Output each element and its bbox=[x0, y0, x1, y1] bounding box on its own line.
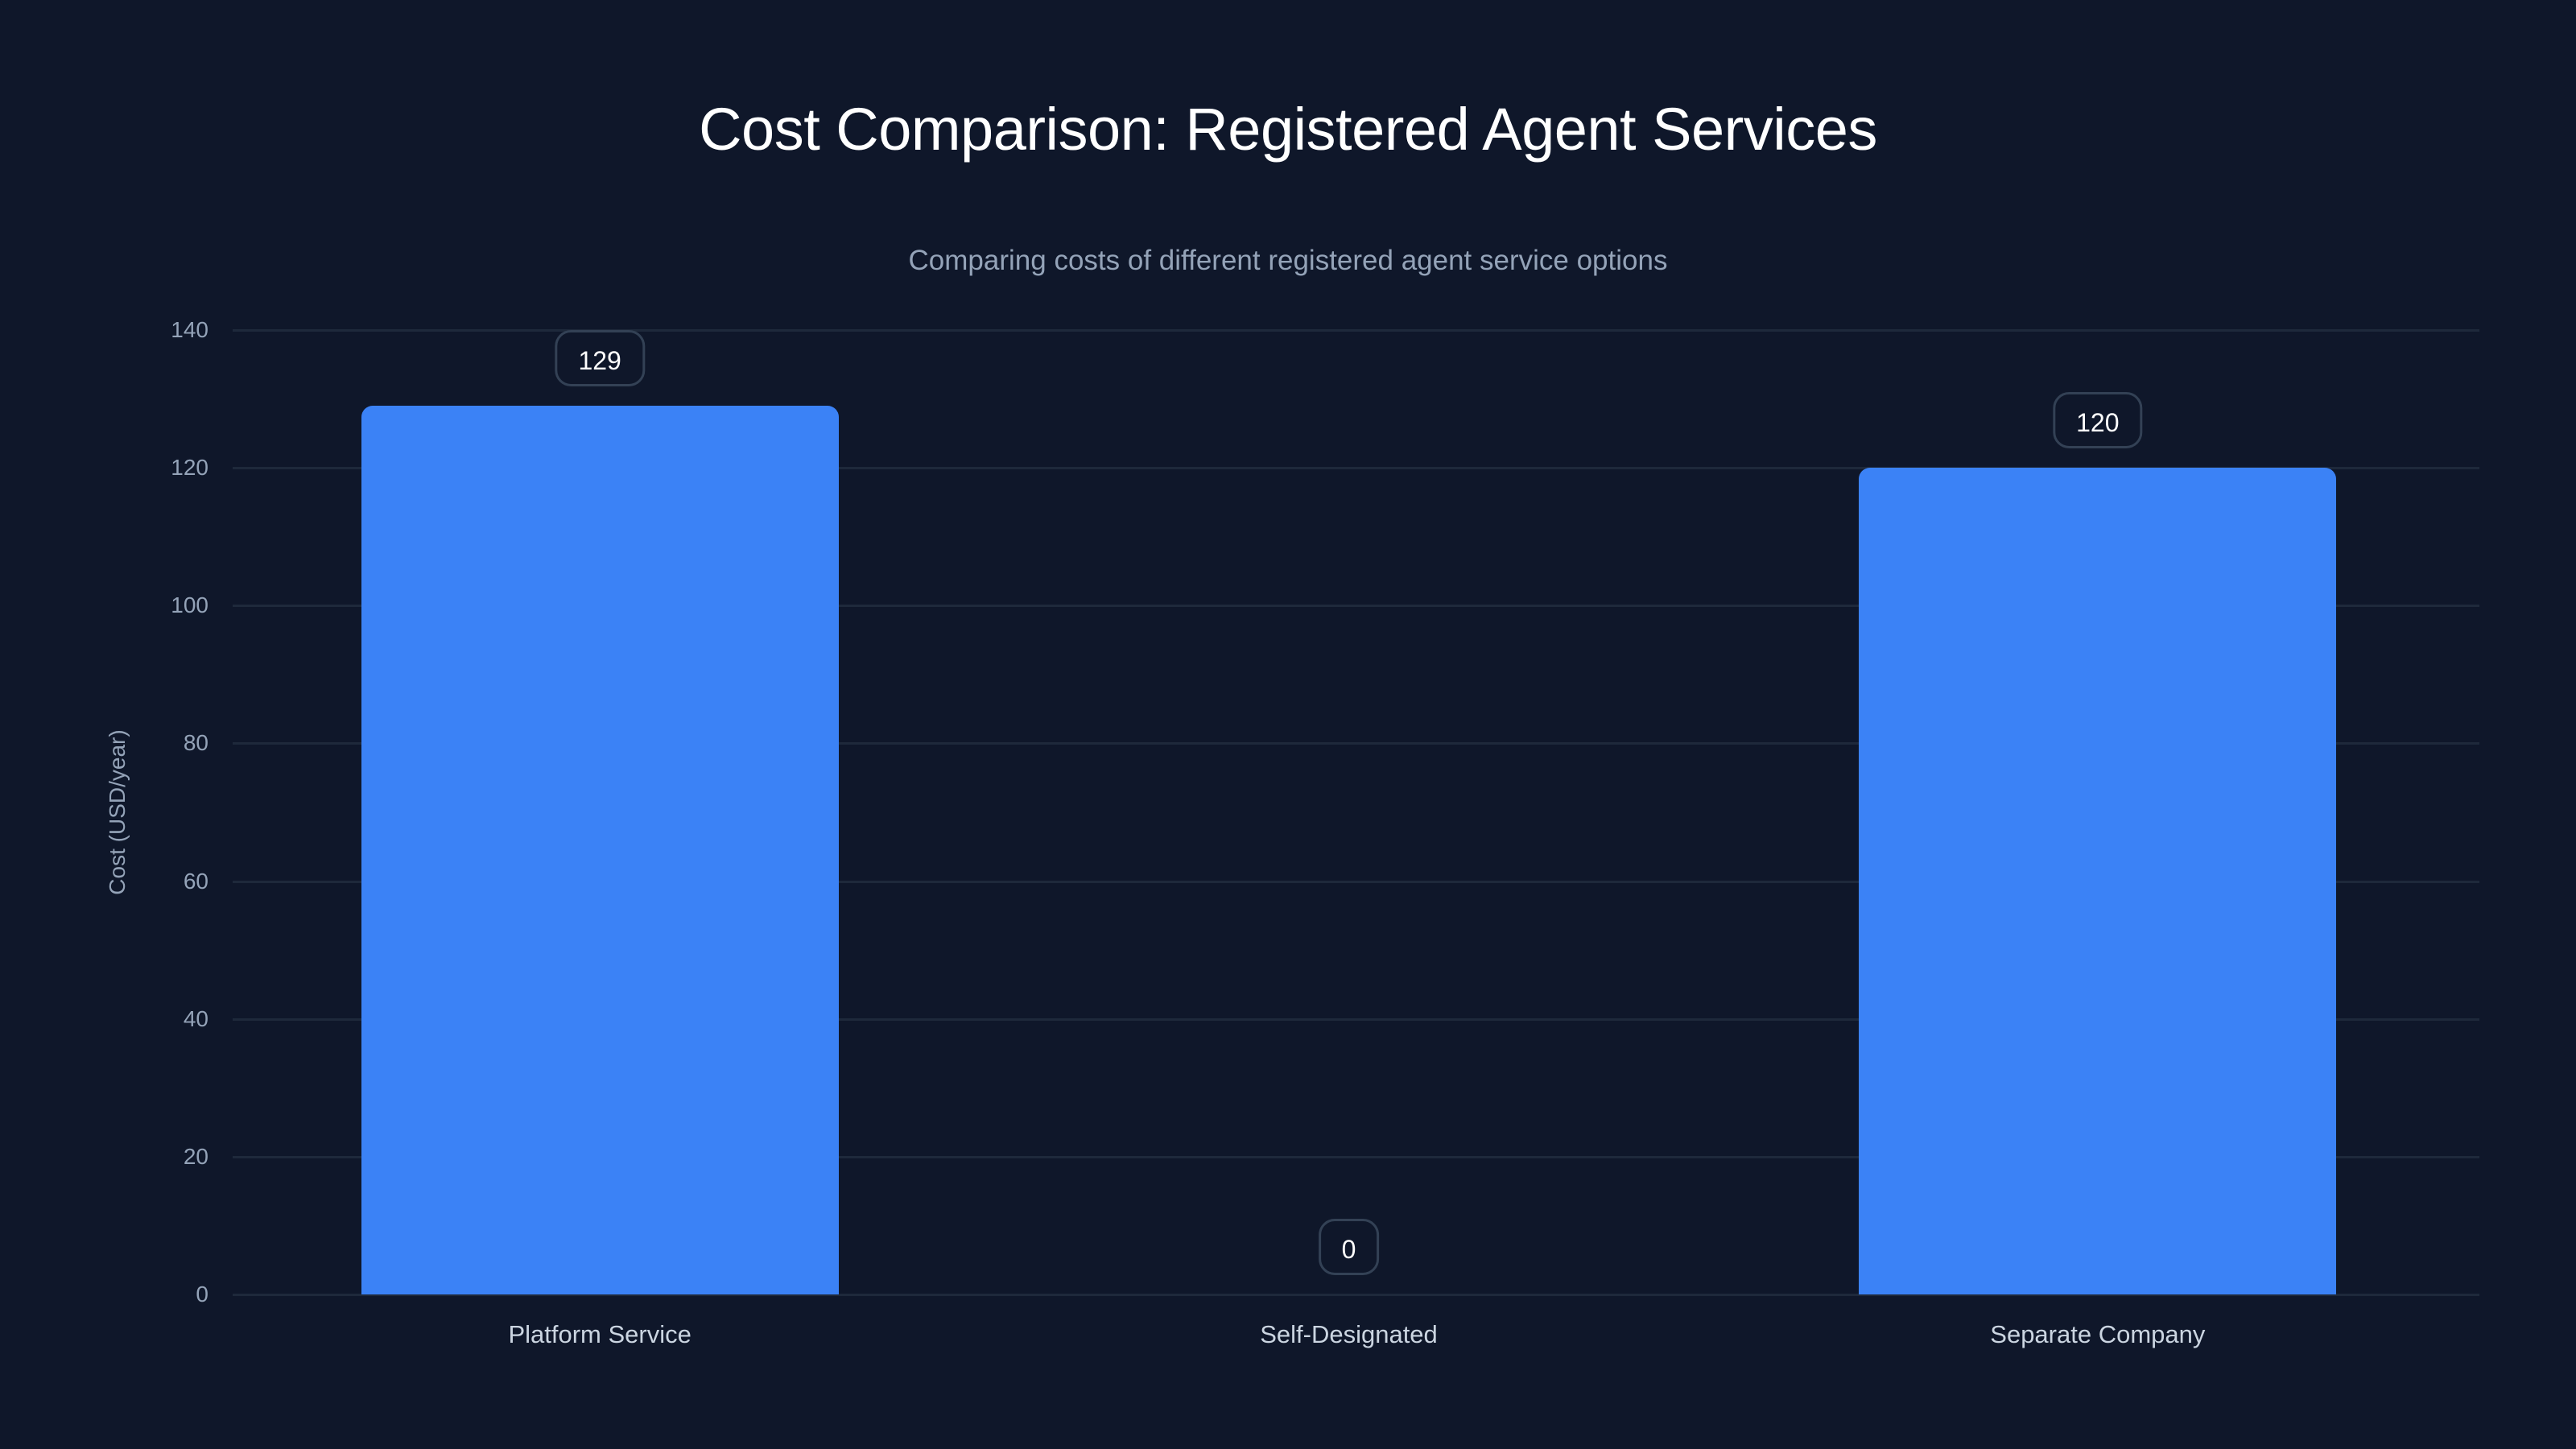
y-tick-label: 60 bbox=[183, 868, 208, 894]
plot-area bbox=[233, 329, 2479, 1296]
y-tick-label: 20 bbox=[183, 1143, 208, 1169]
gridline bbox=[233, 880, 2479, 883]
gridline bbox=[233, 1018, 2479, 1021]
y-tick-label: 140 bbox=[171, 317, 208, 342]
chart-subtitle: Comparing costs of different registered … bbox=[908, 245, 1668, 276]
y-tick-label: 0 bbox=[196, 1282, 208, 1307]
gridline bbox=[233, 329, 2479, 332]
gridline bbox=[233, 742, 2479, 745]
y-tick-label: 100 bbox=[171, 592, 208, 618]
bar-value-label: 120 bbox=[2053, 392, 2143, 449]
y-tick-label: 120 bbox=[171, 455, 208, 481]
bar-value-label: 129 bbox=[555, 330, 645, 387]
gridline bbox=[233, 467, 2479, 470]
gridline bbox=[233, 1155, 2479, 1158]
bar-separate-company[interactable] bbox=[1859, 468, 2337, 1294]
y-tick-label: 80 bbox=[183, 730, 208, 756]
y-tick-label: 40 bbox=[183, 1005, 208, 1031]
bar-value-label: 0 bbox=[1318, 1219, 1380, 1275]
x-tick-label: Platform Service bbox=[508, 1320, 691, 1348]
x-tick-label: Self-Designated bbox=[1260, 1320, 1438, 1348]
gridline bbox=[233, 605, 2479, 608]
x-tick-label: Separate Company bbox=[1990, 1320, 2206, 1348]
chart-title: Cost Comparison: Registered Agent Servic… bbox=[699, 96, 1877, 163]
bar-platform-service[interactable] bbox=[361, 406, 839, 1294]
gridline bbox=[233, 1294, 2479, 1296]
